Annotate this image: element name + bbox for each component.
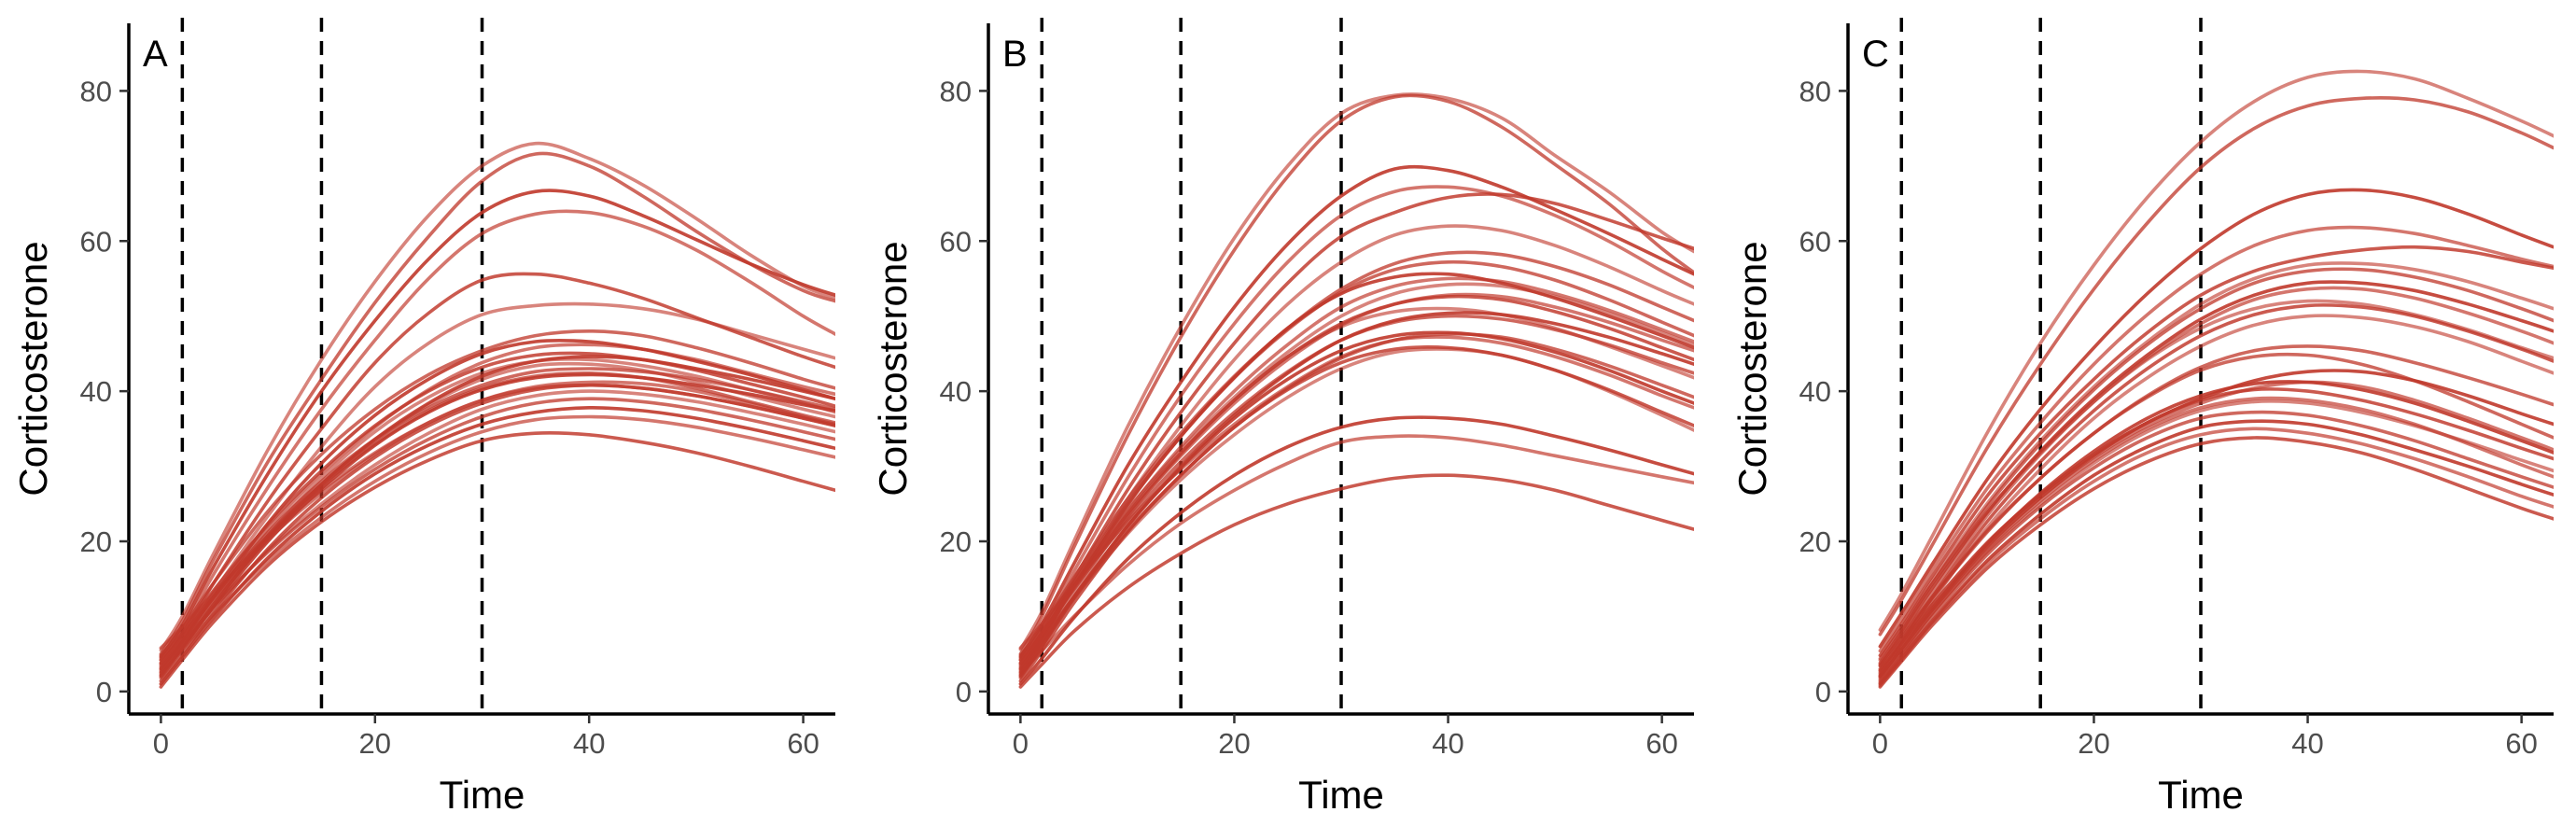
series-line-22 [1018,259,1694,671]
series-group [1018,92,1694,689]
x-tick-label: 0 [153,727,169,760]
y-axis-title: Corticosterone [871,241,915,496]
y-tick-label: 40 [80,375,112,408]
series-line-4 [159,209,835,662]
series-line-23 [1878,380,2554,679]
series-line-23 [1018,311,1694,679]
series-group [1878,69,2554,689]
y-axis-title: Corticosterone [11,241,55,496]
x-tick-label: 40 [573,727,605,760]
series-line-3 [1878,188,2554,649]
x-axis-title: Time [2158,773,2244,817]
series-line-8 [1878,280,2554,668]
x-axis-title: Time [1298,773,1384,817]
y-axis-ticks: 0 20 40 60 80 [1799,75,1848,708]
panel-label: C [1862,34,1889,75]
x-tick-label: 60 [1645,727,1677,760]
y-tick-label: 40 [940,375,972,408]
series-line-23 [159,355,835,679]
series-line-7 [159,329,835,658]
series-line-24 [1018,292,1694,665]
x-tick-label: 20 [359,727,391,760]
series-line-2 [1018,93,1694,656]
panel-a: 0 20 40 60 0 20 40 60 80 Time Corticosterone A [11,18,835,817]
series-line-4 [1018,185,1694,662]
series-line-21 [1878,299,2554,661]
y-tick-label: 0 [96,676,112,708]
series-line-20 [159,430,835,689]
series-line-17 [1878,410,2554,684]
x-axis-ticks: 0 20 40 60 [1872,714,2538,760]
series-line-3 [159,189,835,659]
series-line-2 [1878,96,2554,637]
x-axis-ticks: 0 20 40 60 [153,714,819,760]
series-line-9 [1878,286,2554,674]
series-line-5 [1878,245,2554,658]
series-line-19 [159,414,835,676]
series-group [159,141,835,689]
x-tick-label: 60 [2505,727,2537,760]
panel-c: 0 20 40 60 0 20 40 60 80 Time Corticosterone C [1730,18,2554,817]
series-line-20 [1878,436,2554,689]
y-tick-label: 0 [956,676,972,708]
panel-label: B [1002,34,1028,75]
x-tick-label: 40 [1432,727,1463,760]
x-tick-label: 20 [2078,727,2109,760]
y-tick-label: 0 [1815,676,1831,708]
y-tick-label: 80 [940,75,972,107]
y-tick-label: 40 [1799,375,1831,408]
series-line-3 [1018,164,1694,659]
x-tick-label: 60 [787,727,819,760]
y-axis-ticks: 0 20 40 60 80 [80,75,129,708]
series-line-1 [1878,69,2554,632]
y-axis-title: Corticosterone [1730,241,1774,496]
series-line-20 [1018,473,1694,689]
x-axis-ticks: 0 20 40 60 [1013,714,1678,760]
y-tick-label: 20 [1799,525,1831,558]
y-tick-label: 80 [80,75,112,107]
y-tick-label: 80 [1799,75,1831,107]
series-line-17 [159,397,835,669]
series-line-1 [159,141,835,652]
series-line-19 [1878,427,2554,688]
y-tick-label: 60 [1799,225,1831,258]
series-line-7 [1018,250,1694,658]
series-line-1 [1018,92,1694,651]
series-line-18 [1018,415,1694,686]
series-line-6 [1878,261,2554,662]
y-tick-label: 20 [940,525,972,558]
y-tick-label: 60 [940,225,972,258]
series-line-24 [159,383,835,665]
y-axis-ticks: 0 20 40 60 80 [940,75,988,708]
x-axis-title: Time [440,773,525,817]
series-line-14 [159,380,835,650]
y-tick-label: 20 [80,525,112,558]
panel-label: A [143,34,168,75]
x-tick-label: 0 [1872,727,1888,760]
y-tick-label: 60 [80,225,112,258]
series-line-22 [1878,352,2554,666]
series-line-4 [1878,225,2554,653]
series-line-2 [159,151,835,656]
x-tick-label: 40 [2291,727,2323,760]
panel-b: 0 20 40 60 0 20 40 60 80 Time Corticosterone B [871,18,1694,817]
series-line-24 [1878,396,2554,683]
series-line-19 [1018,434,1694,676]
x-tick-label: 0 [1013,727,1029,760]
x-tick-label: 20 [1218,727,1250,760]
series-line-10 [159,351,835,662]
